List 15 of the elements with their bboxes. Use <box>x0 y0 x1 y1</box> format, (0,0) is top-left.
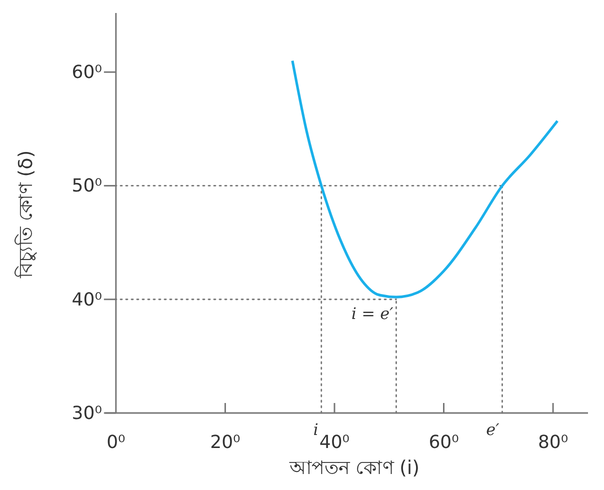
annotation: e′ <box>486 420 500 439</box>
x-tick-label: 40⁰ <box>319 432 350 453</box>
line-series <box>291 59 559 298</box>
x-tick-label: 60⁰ <box>428 432 459 453</box>
annotation: i = e′ <box>351 304 394 324</box>
x-tick-label: 0⁰ <box>106 432 126 453</box>
y-tick-label: 40⁰ <box>72 289 102 310</box>
annotation: i <box>313 420 318 439</box>
x-tick-label: 80⁰ <box>538 432 568 453</box>
y-tick-label: 60⁰ <box>72 62 102 84</box>
y-axis-title: বিচ্যুতি কোণ (δ) <box>15 150 37 279</box>
x-axis-title: আপতন কোণ (i) <box>288 457 420 479</box>
y-tick-label: 50⁰ <box>72 176 102 197</box>
x-tick-label: 20⁰ <box>210 432 240 453</box>
y-tick-label: 30⁰ <box>72 403 102 424</box>
